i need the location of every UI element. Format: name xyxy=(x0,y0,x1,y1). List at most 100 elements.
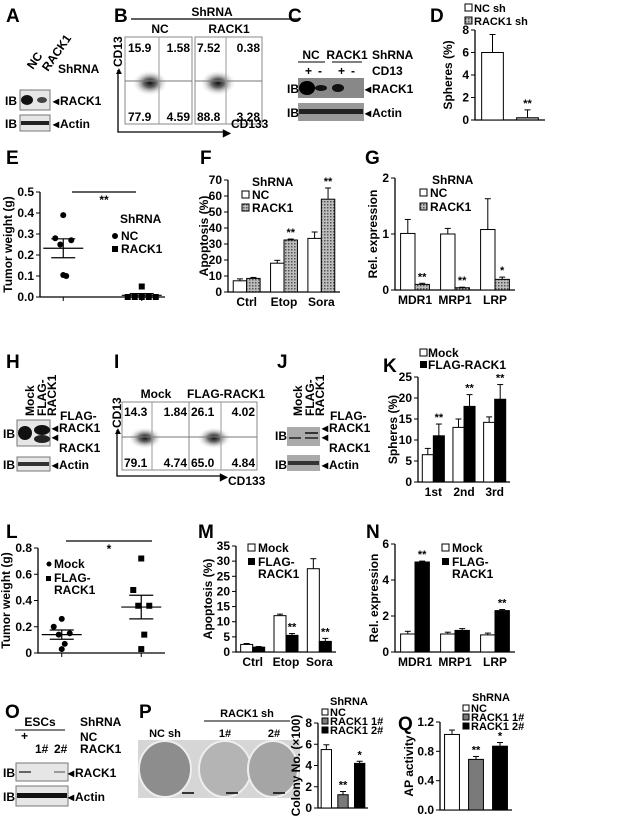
y-tick-label: 8 xyxy=(462,23,469,37)
panel-b: B ShRNA NC RACK1 15.9 1.58 77.9 4.59 7.5… xyxy=(111,5,300,139)
quadrant-value: 4.59 xyxy=(167,110,191,124)
y-tick-label: 2 xyxy=(382,171,389,185)
cd13-label: CD13 xyxy=(372,64,403,78)
y-tick-label: 0.3 xyxy=(17,227,34,241)
group-label: NC xyxy=(151,22,169,36)
flow-axes xyxy=(117,70,225,133)
panel-l: L Mock FLAG- RACK1 xyxy=(6,522,96,597)
arrow-icon: ◂ xyxy=(51,458,59,472)
y-tick-label: 0 xyxy=(305,801,312,815)
panel-m: M Mock FLAG- RACK1 xyxy=(198,522,300,581)
band xyxy=(21,95,33,105)
band xyxy=(19,771,31,773)
rack1-label: RACK1 xyxy=(59,441,101,455)
lane-label: 1# xyxy=(35,742,49,756)
y-tick-label: 0 xyxy=(382,645,389,659)
bar xyxy=(307,237,322,293)
y-tick-label: 2 xyxy=(382,609,389,623)
legend-label: RACK1 2# xyxy=(330,725,383,737)
significance-label: ** xyxy=(496,373,505,385)
y-tick-label: 0.4 xyxy=(15,594,32,608)
bar xyxy=(494,610,510,653)
lane-label: FLAG- xyxy=(35,379,49,416)
ib-label: IB xyxy=(275,458,287,472)
bar xyxy=(246,277,261,293)
shrna-label: RACK1 xyxy=(80,742,122,756)
bar xyxy=(454,287,470,291)
flag-label: FLAG- xyxy=(330,409,367,423)
legend-label: FLAG- xyxy=(452,555,489,569)
bar xyxy=(444,733,460,811)
band xyxy=(37,97,47,103)
data-point xyxy=(58,646,65,653)
quadrant-value: 79.1 xyxy=(124,456,148,470)
data-point xyxy=(141,631,148,638)
legend-marker xyxy=(112,233,118,239)
legend-title: ShRNA xyxy=(432,173,474,187)
y-tick-label: 30 xyxy=(209,237,223,251)
quadrant-value: 1.58 xyxy=(167,41,191,55)
ib-label: IB xyxy=(3,458,15,472)
actin-label: Actin xyxy=(329,458,359,472)
shrna-label: NC xyxy=(80,730,98,744)
header-label: ShRNA xyxy=(372,48,414,62)
legend-swatch xyxy=(241,203,250,212)
panel-letter: E xyxy=(6,148,19,169)
panel-letter: O xyxy=(5,702,20,723)
x-tick-label: LRP xyxy=(483,655,507,669)
legend-swatch xyxy=(419,348,428,357)
quadrant-value: 1.84 xyxy=(164,405,188,419)
quadrant-value: 77.9 xyxy=(128,110,152,124)
target-label: Actin xyxy=(60,117,90,131)
western-blot-rack1 xyxy=(15,762,69,782)
x-tick-label: 3rd xyxy=(485,485,504,499)
data-point xyxy=(57,241,64,248)
bar xyxy=(494,398,507,483)
arrow-up-icon: ▲ xyxy=(114,66,124,77)
band xyxy=(305,437,318,439)
cells-label: ESCs xyxy=(24,715,56,729)
panel-letter: Q xyxy=(398,714,413,735)
arrow-icon: ◂ xyxy=(364,106,372,120)
plate-1 xyxy=(198,740,252,798)
y-tick-label: 10 xyxy=(209,269,223,283)
legend-label: Mock xyxy=(54,557,85,571)
panel-i: I Mock FLAG-RACK1 14.3 1.84 79.1 4.74 26… xyxy=(110,352,266,488)
legend-label: RACK1 sh xyxy=(474,16,528,28)
y-tick-label: 4 xyxy=(382,573,389,587)
significance-label: ** xyxy=(498,598,507,610)
data-point xyxy=(60,271,67,278)
plate-label: NC sh xyxy=(149,728,181,740)
legend-label: NC xyxy=(121,229,139,243)
band xyxy=(34,425,50,435)
flag-label: FLAG- xyxy=(60,409,97,423)
western-blot-rack1 xyxy=(19,89,51,111)
legend-label: NC xyxy=(430,186,448,200)
density-blob xyxy=(200,70,236,96)
bar xyxy=(232,280,248,293)
y-axis-label: Colony No. (×100) xyxy=(289,715,303,816)
y-tick-label: 4 xyxy=(305,759,312,773)
panel-letter: M xyxy=(198,522,214,543)
y-tick-label: 6 xyxy=(382,537,389,551)
band xyxy=(54,771,65,773)
legend-label: FLAG- xyxy=(258,555,295,569)
chart-k: 0 5 10 15 20 25 Spheres (%) 1st ** 2nd ** 3rd ** xyxy=(386,370,510,499)
data-point xyxy=(60,212,67,219)
arrow-icon: ◂ xyxy=(67,790,75,804)
header-label: ShRNA xyxy=(80,715,122,729)
header-label: ShRNA xyxy=(58,62,100,76)
x-tick-label: LRP xyxy=(483,293,507,307)
data-point xyxy=(135,602,142,609)
arrow-up-icon: ▲ xyxy=(113,426,123,437)
flow-plot-mock: 14.3 1.84 79.1 4.74 xyxy=(121,401,190,471)
significance-label: * xyxy=(107,542,112,556)
sign: - xyxy=(318,64,322,78)
panel-letter: K xyxy=(383,356,397,377)
significance-label: ** xyxy=(472,744,481,756)
group-label: Mock xyxy=(141,387,172,401)
legend-marker xyxy=(46,561,52,567)
y-tick-label: 25 xyxy=(217,569,231,583)
